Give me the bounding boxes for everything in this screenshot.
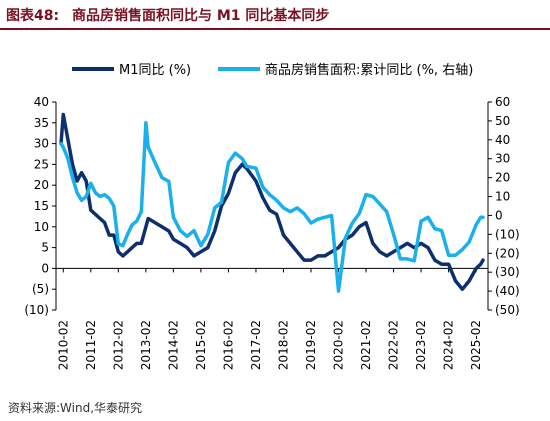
right-tick-label: (20)	[495, 246, 520, 260]
series-line-m1	[59, 112, 485, 291]
right-tick-label: 60	[495, 95, 510, 109]
legend-label-m1: M1同比 (%)	[119, 63, 191, 78]
left-tick-label: (5)	[32, 282, 49, 296]
x-tick-label: 2012-02	[111, 320, 125, 370]
right-tick-label: 40	[495, 133, 510, 147]
x-tick-label: 2014-02	[166, 320, 180, 370]
x-tick-label: 2017-02	[249, 320, 263, 370]
x-tick-label: 2023-02	[414, 320, 428, 370]
left-tick-label: 20	[34, 178, 49, 192]
x-tick-label: 2010-02	[56, 320, 70, 370]
right-tick-label: 30	[495, 152, 510, 166]
x-tick-label: 2021-02	[359, 320, 373, 370]
left-tick-label: 25	[34, 157, 49, 171]
x-tick-label: 2025-02	[469, 320, 483, 370]
x-tick-label: 2018-02	[276, 320, 290, 370]
left-tick-label: 15	[34, 199, 49, 213]
right-tick-label: 0	[495, 208, 503, 222]
series-line-sales-area	[59, 121, 485, 293]
x-tick-label: 2022-02	[387, 320, 401, 370]
figure-label: 图表48:	[6, 8, 60, 24]
x-tick-label: 2016-02	[221, 320, 235, 370]
right-tick-label: 50	[495, 114, 510, 128]
figure-title: 商品房销售面积同比与 M1 同比基本同步	[72, 8, 330, 24]
x-tick-label: 2019-02	[304, 320, 318, 370]
left-tick-label: 40	[34, 95, 49, 109]
left-tick-label: (10)	[24, 303, 49, 317]
x-tick-label: 2020-02	[332, 320, 346, 370]
x-tick-label: 2015-02	[194, 320, 208, 370]
left-tick-label: 30	[34, 137, 49, 151]
x-tick-label: 2011-02	[84, 320, 98, 370]
right-tick-label: (10)	[495, 227, 520, 241]
left-tick-label: 0	[41, 261, 49, 275]
left-tick-label: 10	[34, 220, 49, 234]
right-tick-label: 20	[495, 171, 510, 185]
right-tick-label: 10	[495, 190, 510, 204]
left-tick-label: 35	[34, 116, 49, 130]
figure-header: 图表48: 商品房销售面积同比与 M1 同比基本同步	[0, 0, 550, 30]
right-tick-label: (40)	[495, 284, 520, 298]
source-note: 资料来源:Wind,华泰研究	[8, 401, 143, 415]
right-tick-label: (50)	[495, 303, 520, 317]
x-tick-label: 2013-02	[139, 320, 153, 370]
right-tick-label: (30)	[495, 265, 520, 279]
left-tick-label: 5	[41, 241, 49, 255]
legend-label-sales-area: 商品房销售面积:累计同比 (%, 右轴)	[265, 62, 473, 78]
x-tick-label: 2024-02	[442, 320, 456, 370]
